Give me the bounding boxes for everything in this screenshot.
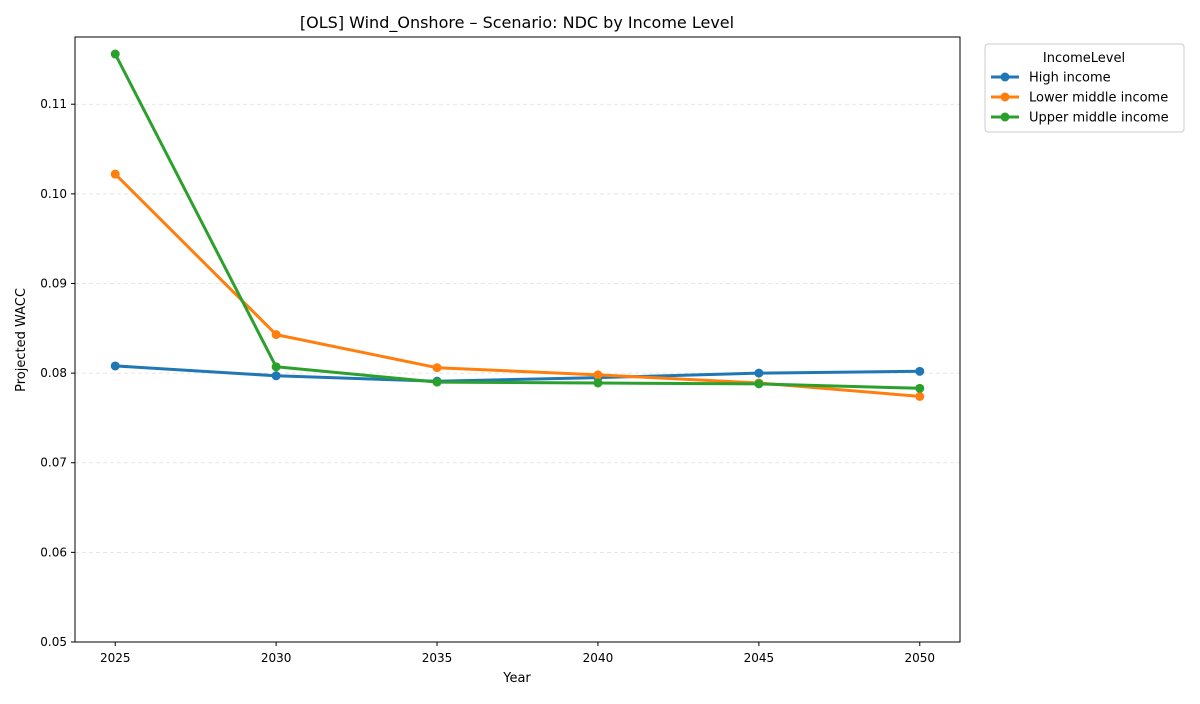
- plot-frame: [74, 36, 961, 643]
- y-axis-ticks: 0.05 0.06 0.07 0.08 0.09 0.10 0.11: [40, 97, 75, 649]
- legend-label: Upper middle income: [1029, 111, 1169, 126]
- series-layer: [110, 49, 925, 401]
- legend: IncomeLevel High income Lower middle inco…: [984, 43, 1185, 133]
- legend-marker: [1000, 92, 1010, 102]
- y-tick-label: 0.11: [40, 97, 67, 111]
- data-point-high-income: [271, 371, 281, 381]
- data-point-upper-middle-income: [432, 377, 442, 387]
- data-point-upper-middle-income: [593, 378, 603, 388]
- series-upper-middle-income: [110, 49, 925, 393]
- data-point-high-income: [110, 361, 120, 371]
- legend-label: High income: [1029, 71, 1111, 86]
- x-axis-ticks: 2025 2030 2035 2040 2045 2050: [100, 642, 935, 665]
- x-tick-label: 2030: [261, 651, 292, 665]
- data-point-lower-middle-income: [593, 370, 603, 380]
- data-point-upper-middle-income: [754, 379, 764, 389]
- x-tick-label: 2040: [583, 651, 614, 665]
- data-point-high-income: [754, 368, 764, 378]
- chart-title: [OLS] Wind_Onshore – Scenario: NDC by In…: [300, 13, 734, 33]
- series-line-upper-middle-income: [113, 53, 920, 390]
- y-axis-label: Projected WACC: [14, 288, 29, 392]
- legend-item-lower-middle-income: Lower middle income: [991, 91, 1168, 106]
- y-tick-label: 0.06: [40, 545, 67, 559]
- data-point-high-income: [915, 366, 925, 376]
- legend-item-high-income: High income: [991, 71, 1111, 86]
- legend-marker: [1000, 72, 1010, 82]
- y-tick-label: 0.10: [40, 187, 67, 201]
- y-tick-label: 0.09: [40, 276, 67, 290]
- x-tick-label: 2050: [904, 651, 935, 665]
- series-line-lower-middle-income: [114, 173, 920, 398]
- legend-item-upper-middle-income: Upper middle income: [991, 111, 1169, 126]
- data-point-lower-middle-income: [915, 391, 925, 401]
- x-axis-label: Year: [502, 671, 531, 686]
- y-tick-label: 0.07: [40, 456, 67, 470]
- x-tick-label: 2025: [100, 651, 131, 665]
- data-point-upper-middle-income: [271, 362, 281, 372]
- grid-lines: [75, 103, 960, 553]
- data-point-lower-middle-income: [110, 169, 120, 179]
- y-tick-label: 0.05: [40, 635, 67, 649]
- legend-box: [984, 43, 1185, 133]
- legend-items: High income Lower middle income Upper midd…: [991, 71, 1169, 126]
- legend-title: IncomeLevel: [1043, 51, 1125, 66]
- data-point-upper-middle-income: [915, 383, 925, 393]
- series-line-high-income: [115, 364, 920, 383]
- x-tick-label: 2045: [744, 651, 775, 665]
- data-point-upper-middle-income: [110, 49, 120, 59]
- y-tick-label: 0.08: [40, 366, 67, 380]
- legend-marker: [1000, 112, 1010, 122]
- x-tick-label: 2035: [422, 651, 453, 665]
- data-point-lower-middle-income: [271, 330, 281, 340]
- legend-label: Lower middle income: [1029, 91, 1168, 106]
- data-point-lower-middle-income: [432, 363, 442, 373]
